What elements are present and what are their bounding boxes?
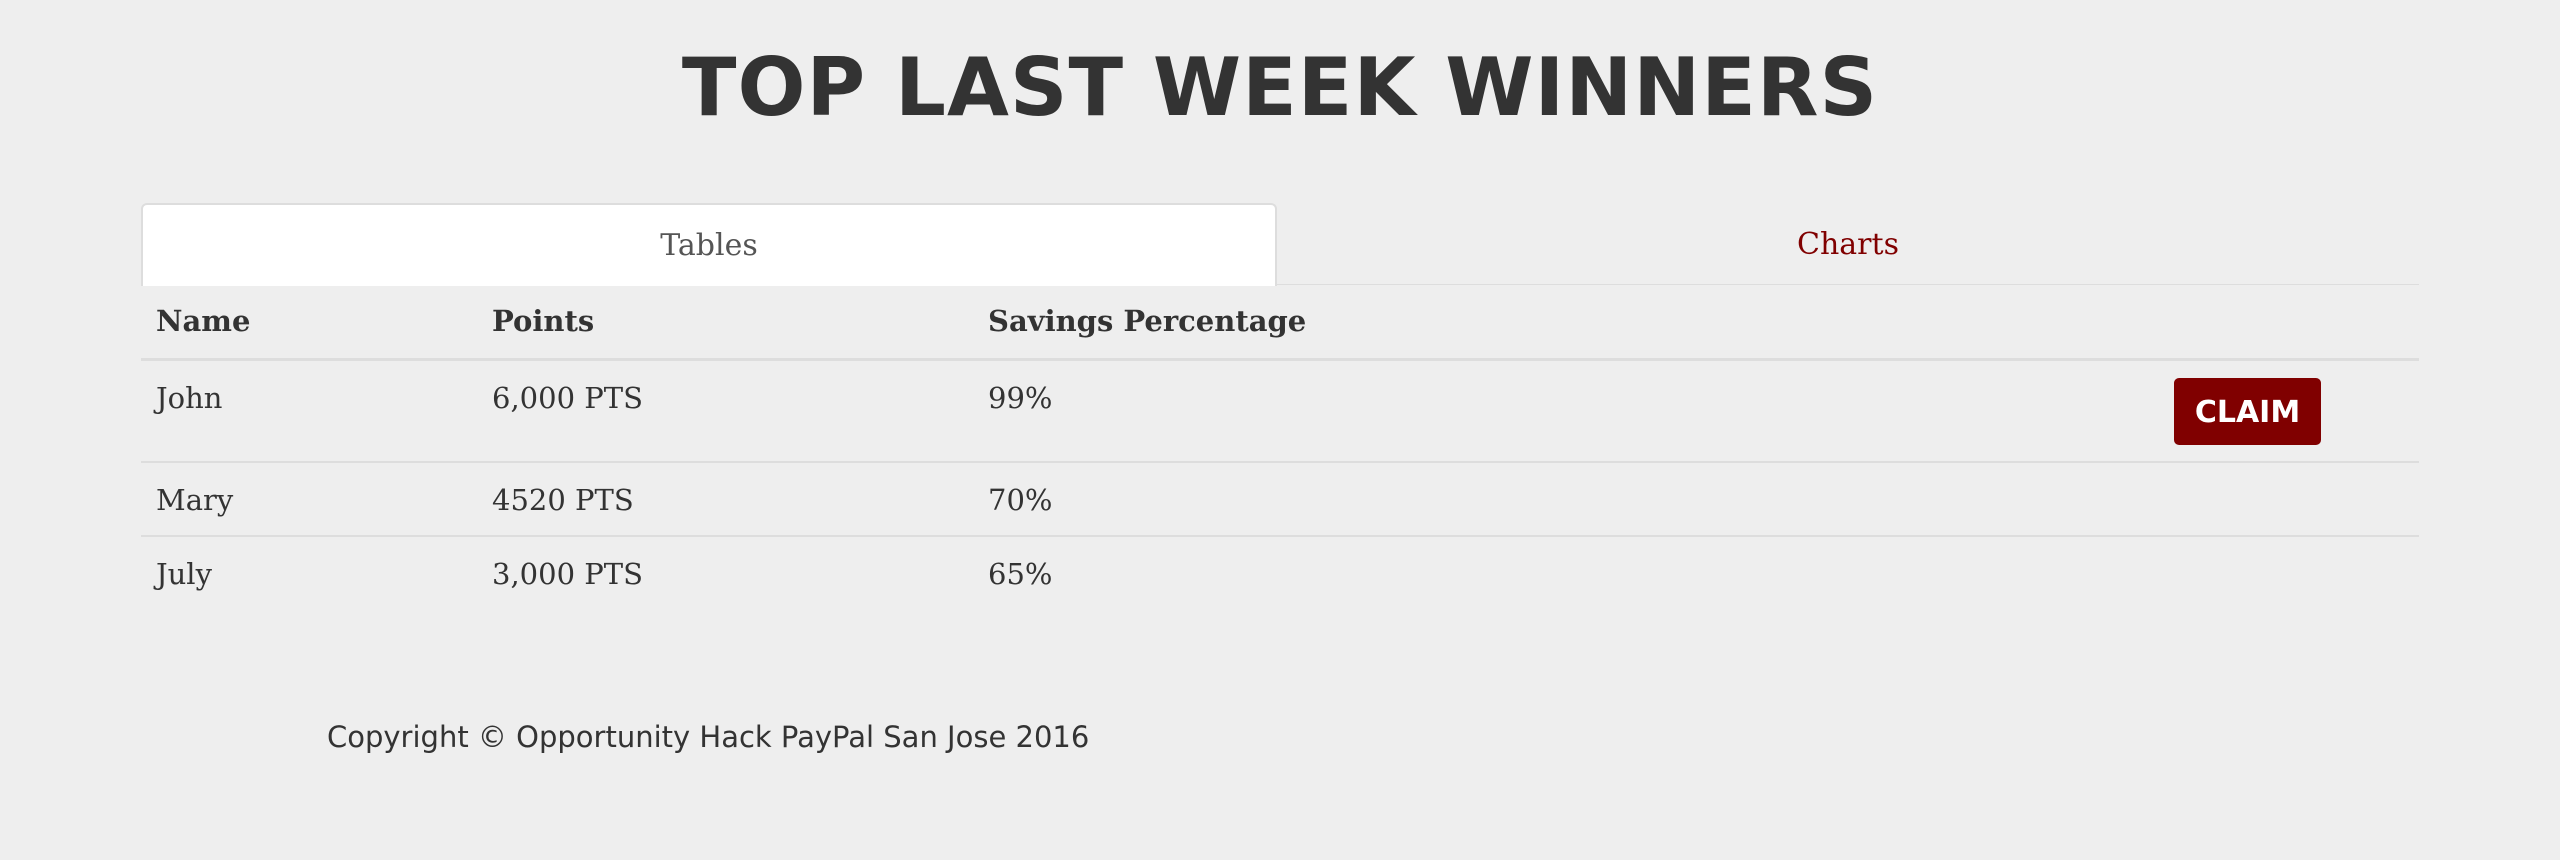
tab-tables[interactable]: Tables	[141, 203, 1277, 286]
claim-button[interactable]: CLAIM	[2174, 377, 2321, 445]
cell-points: 4520 PTS	[477, 462, 973, 537]
cell-points: 3,000 PTS	[492, 557, 643, 591]
cell-savings: 99%	[973, 359, 1873, 463]
cell-savings: 70%	[973, 462, 1873, 537]
column-header-savings: Savings Percentage	[973, 285, 1873, 361]
table-row: Mary 4520 PTS 70%	[141, 462, 2419, 537]
cell-action: CLAIM	[1873, 359, 2419, 463]
table-row: July 3,000 PTS 65%	[141, 536, 2419, 610]
column-header-action	[1873, 285, 2419, 361]
column-header-name: Name	[141, 285, 477, 361]
cell-name: July	[156, 557, 212, 591]
cell-name: Mary	[141, 462, 477, 537]
cell-action	[1873, 462, 2419, 537]
cell-savings: 65%	[988, 557, 1053, 591]
winners-table: Name Points Savings Percentage John 6,00…	[141, 285, 2419, 610]
footer-copyright: Copyright © Opportunity Hack PayPal San …	[327, 720, 1090, 754]
cell-action	[1873, 536, 2419, 610]
cell-name: John	[141, 359, 477, 463]
tab-bar: Tables Charts	[141, 203, 2419, 286]
cell-points: 6,000 PTS	[477, 359, 973, 463]
table-header-row: Name Points Savings Percentage	[141, 285, 2419, 361]
table-row: John 6,000 PTS 99% CLAIM	[141, 359, 2419, 463]
tab-charts[interactable]: Charts	[1797, 226, 1899, 262]
page-title: TOP LAST WEEK WINNERS	[681, 41, 1879, 134]
column-header-points: Points	[477, 285, 973, 361]
